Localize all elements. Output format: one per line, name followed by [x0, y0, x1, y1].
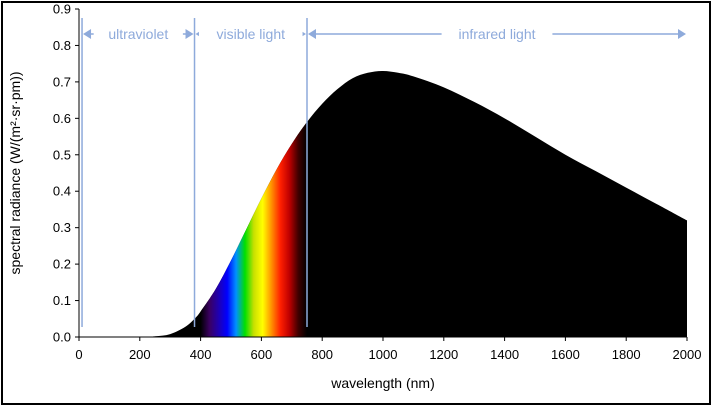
- y-tick-label: 0.7: [53, 74, 71, 89]
- y-tick-label: 0.5: [53, 147, 71, 162]
- y-tick-label: 0.8: [53, 38, 71, 53]
- x-tick-label: 800: [311, 347, 333, 362]
- y-tick-label: 0.9: [53, 2, 71, 17]
- y-axis-label: spectral radiance (W/(m²·sr·pm)): [7, 71, 23, 274]
- x-tick-label: 1800: [612, 347, 641, 362]
- plot-area: 0 200 400 600 800 1000 1200 1400 1600 1800 2000 0.0…: [53, 2, 702, 363]
- x-tick-label: 1200: [429, 347, 458, 362]
- arrow-left-icon: [308, 29, 316, 39]
- visible-spectrum-fill: [200, 70, 307, 337]
- y-tick-label: 0.0: [53, 330, 71, 345]
- y-tick-label: 0.3: [53, 220, 71, 235]
- x-tick-label: 1600: [551, 347, 580, 362]
- x-tick-label: 2000: [673, 347, 702, 362]
- x-tick-label: 0: [75, 347, 82, 362]
- x-axis-label: wavelength (nm): [330, 375, 435, 391]
- y-tick-label: 0.4: [53, 184, 71, 199]
- y-tick-label: 0.2: [53, 257, 71, 272]
- y-tick-label: 0.1: [53, 293, 71, 308]
- radiance-area: [79, 70, 687, 337]
- region-label-bg: [93, 23, 183, 45]
- arrow-right-icon: [185, 29, 194, 39]
- x-tick-label: 600: [251, 347, 273, 362]
- y-tick-label: 0.6: [53, 111, 71, 126]
- x-tick-label: 200: [129, 347, 151, 362]
- arrow-left-icon: [83, 29, 92, 39]
- region-label: ultraviolet: [108, 26, 168, 42]
- x-tick-label: 1400: [490, 347, 519, 362]
- region-label-bg: [198, 23, 303, 45]
- x-tick-label: 1000: [369, 347, 398, 362]
- region-label: visible light: [217, 26, 286, 42]
- x-tick-label: 400: [190, 347, 212, 362]
- region-label-bg: [441, 23, 553, 45]
- region-label: infrared light: [458, 26, 535, 42]
- arrow-right-icon: [678, 29, 686, 39]
